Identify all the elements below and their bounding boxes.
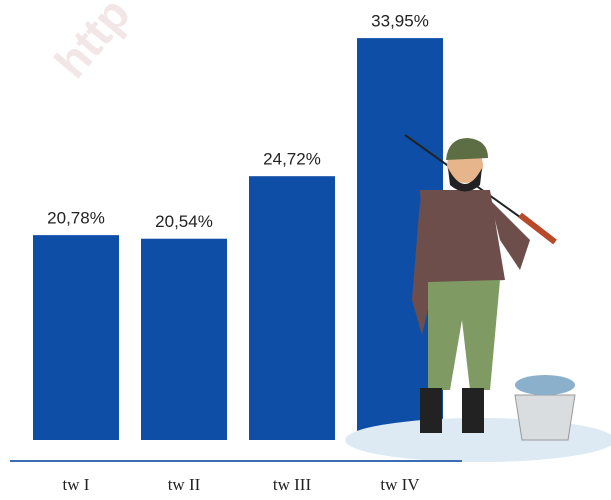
bar xyxy=(249,176,335,441)
value-label: 20,54% xyxy=(155,212,213,231)
x-tick-label: tw III xyxy=(273,475,312,494)
bar xyxy=(141,238,227,440)
x-tick-label: tw I xyxy=(63,475,90,494)
bar xyxy=(33,235,119,440)
watermark: http xyxy=(44,0,140,88)
value-label: 20,78% xyxy=(47,209,105,228)
x-tick-label: tw IV xyxy=(380,475,420,494)
value-label: 33,95% xyxy=(371,12,429,31)
illustration xyxy=(345,134,611,462)
x-tick-label: tw II xyxy=(168,475,201,494)
value-label: 24,72% xyxy=(263,150,321,169)
